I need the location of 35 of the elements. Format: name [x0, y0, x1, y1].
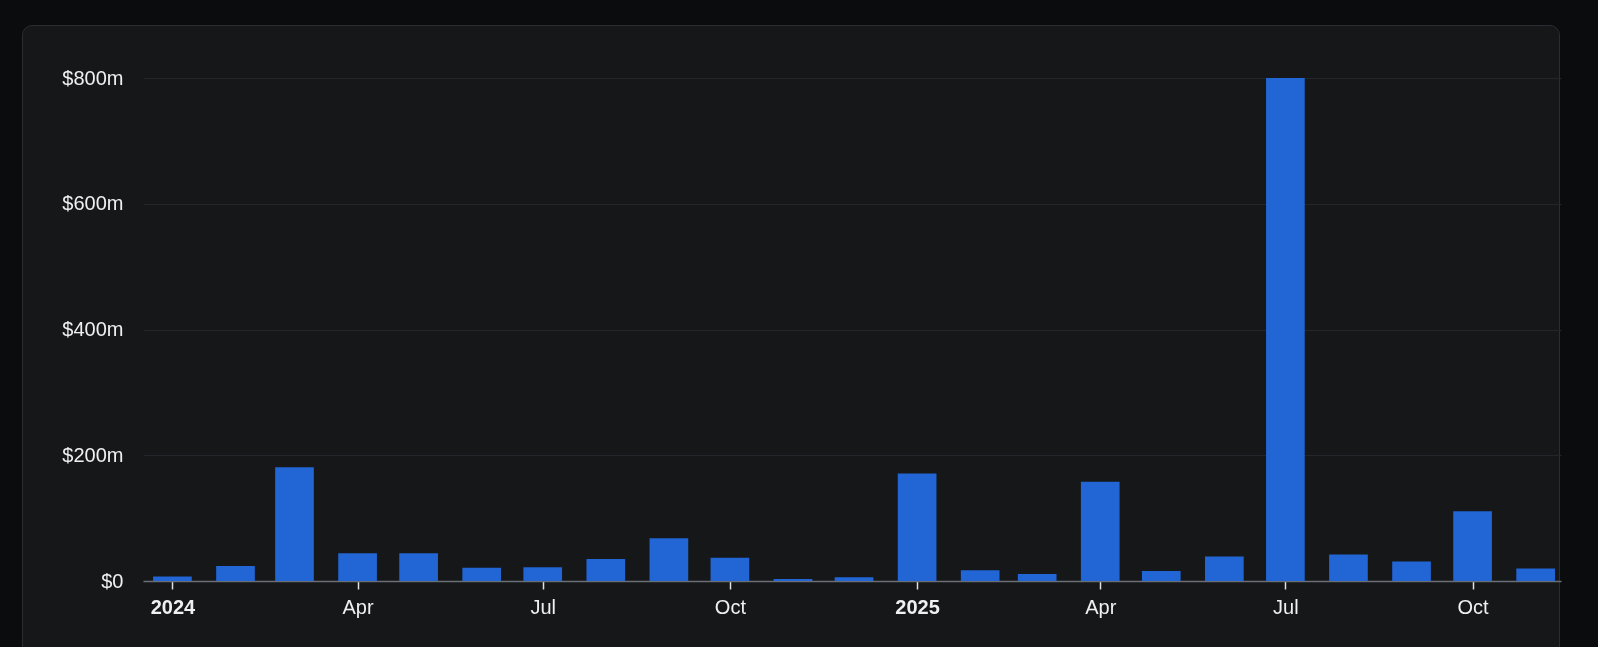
- bar: [462, 567, 502, 581]
- x-tick-label: Oct: [714, 595, 747, 618]
- bar: [153, 576, 192, 581]
- bar: [1392, 561, 1431, 581]
- bar: [399, 553, 438, 581]
- bar: [960, 570, 1000, 581]
- x-tick-label: Apr: [1085, 595, 1117, 618]
- y-tick-label: $600m: [62, 192, 124, 215]
- x-tick-label: Jul: [530, 595, 557, 618]
- bar: [586, 558, 626, 581]
- x-tick-label: 2025: [895, 595, 940, 618]
- bar: [338, 553, 377, 581]
- bar: [649, 538, 689, 581]
- x-tick-label: 2024: [150, 595, 197, 618]
- bar: [710, 557, 750, 581]
- bar: [1266, 78, 1305, 581]
- bar: [897, 473, 937, 581]
- x-tick-label: Oct: [1457, 595, 1490, 618]
- x-tick-label: Jul: [1273, 595, 1299, 618]
- y-tick-label: $800m: [62, 66, 124, 89]
- bar: [1516, 568, 1555, 581]
- bar: [1141, 570, 1181, 581]
- y-tick-label: $0: [101, 569, 124, 592]
- y-tick-label: $200m: [62, 443, 124, 466]
- y-tick-label: $400m: [62, 318, 124, 340]
- x-tick-label: Apr: [342, 595, 374, 618]
- bar: [1453, 511, 1492, 581]
- bar: [216, 565, 255, 581]
- bar: [523, 567, 563, 581]
- bar: [1205, 556, 1244, 581]
- bar: [1017, 574, 1057, 581]
- bar: [1080, 481, 1120, 581]
- bar: [1329, 554, 1368, 581]
- bar: [275, 467, 314, 581]
- bar: [834, 577, 874, 581]
